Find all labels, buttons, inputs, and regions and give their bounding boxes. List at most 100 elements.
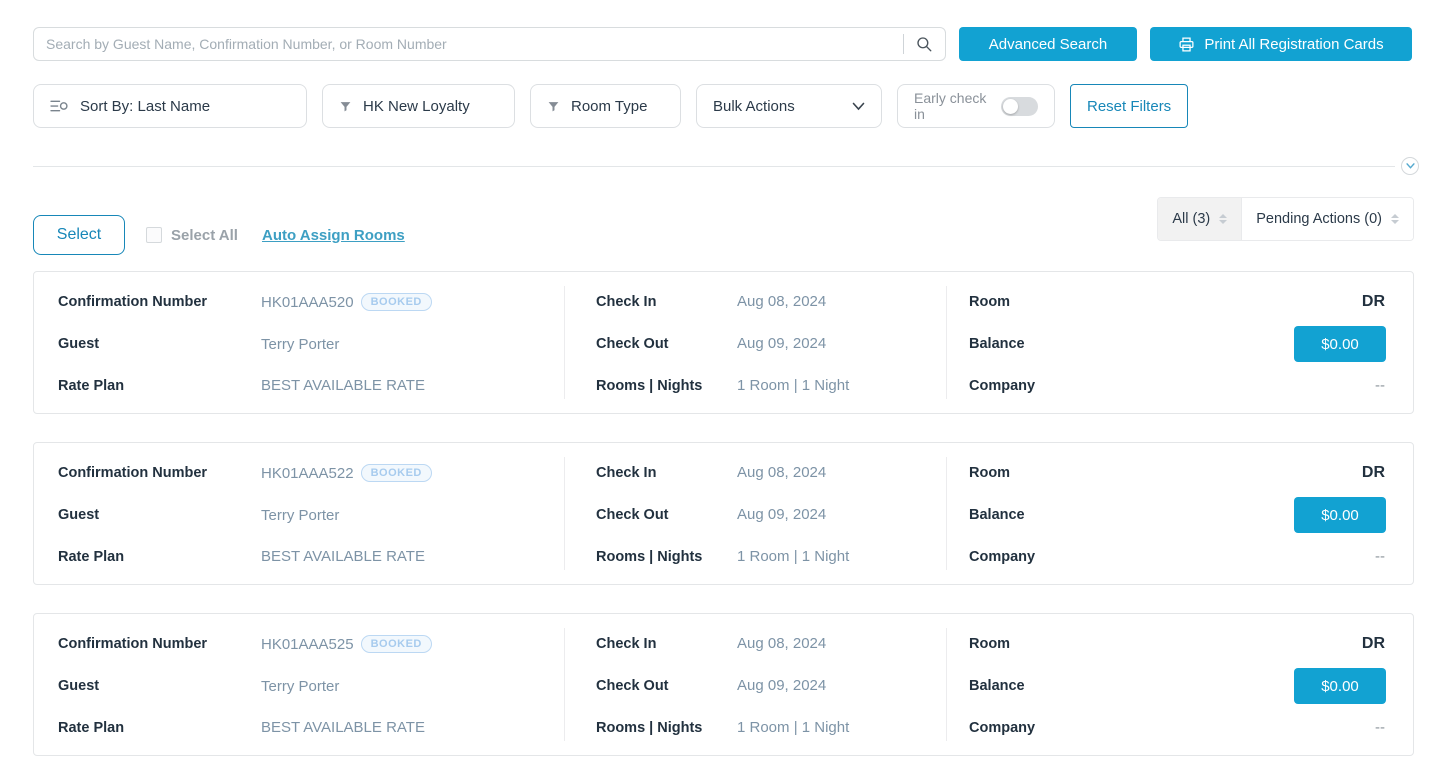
rooms-nights-label: Rooms | Nights — [596, 377, 703, 394]
check-in-label: Check In — [596, 293, 657, 310]
balance-button[interactable]: $0.00 — [1294, 668, 1386, 704]
check-out-label: Check Out — [596, 335, 669, 352]
check-in-value: Aug 08, 2024 — [737, 635, 827, 652]
print-all-label: Print All Registration Cards — [1204, 35, 1384, 53]
funnel-icon — [547, 100, 560, 113]
company-label: Company — [969, 377, 1036, 394]
guest-value: Terry Porter — [261, 677, 340, 695]
balance-button[interactable]: $0.00 — [1294, 326, 1386, 362]
check-in-value: Aug 08, 2024 — [737, 464, 827, 481]
rate-plan-value: BEST AVAILABLE RATE — [261, 719, 425, 736]
tab-pending-actions[interactable]: Pending Actions (0) — [1242, 198, 1413, 240]
room-value: DR — [1361, 293, 1385, 310]
bulk-actions-dropdown[interactable]: Bulk Actions — [696, 84, 882, 128]
sort-by-label: Sort By: Last Name — [80, 97, 211, 115]
card-column-divider — [564, 628, 565, 741]
room-label: Room — [969, 636, 1011, 652]
confirmation-number-label: Confirmation Number — [58, 465, 208, 481]
tab-pending-actions-label: Pending Actions (0) — [1256, 211, 1382, 227]
check-out-value: Aug 09, 2024 — [737, 677, 827, 694]
loyalty-filter-dropdown[interactable]: HK New Loyalty — [322, 84, 515, 128]
rate-plan-label: Rate Plan — [58, 548, 125, 565]
confirmation-number-value: HK01AAA525 — [261, 635, 354, 653]
reset-filters-button[interactable]: Reset Filters — [1070, 84, 1189, 128]
room-value: DR — [1361, 635, 1385, 652]
tab-all-label: All (3) — [1172, 211, 1211, 227]
list-header: Select Select All Auto Assign Rooms All … — [0, 167, 1445, 255]
reservation-list: Confirmation Number HK01AAA520 BOOKED Gu… — [0, 255, 1445, 756]
guest-value: Terry Porter — [261, 506, 340, 524]
room-label: Room — [969, 465, 1011, 481]
select-all-checkbox[interactable] — [146, 227, 162, 243]
confirmation-number-value: HK01AAA520 — [261, 293, 354, 311]
advanced-search-button[interactable]: Advanced Search — [959, 27, 1137, 61]
select-all-label: Select All — [171, 226, 238, 244]
reservation-card[interactable]: Confirmation Number HK01AAA525 BOOKED Gu… — [33, 613, 1414, 756]
balance-label: Balance — [969, 678, 1025, 694]
list-tabs: All (3) Pending Actions (0) — [1157, 197, 1414, 241]
card-column-divider — [946, 457, 947, 570]
company-label: Company — [969, 719, 1036, 736]
printer-icon — [1178, 36, 1195, 53]
top-bar: Advanced Search Print All Registration C… — [0, 0, 1445, 61]
auto-assign-rooms-link[interactable]: Auto Assign Rooms — [261, 226, 405, 244]
room-type-filter-dropdown[interactable]: Room Type — [530, 84, 681, 128]
select-button[interactable]: Select — [33, 215, 125, 255]
check-in-label: Check In — [596, 635, 657, 652]
search-input[interactable] — [46, 36, 903, 52]
reservation-card[interactable]: Confirmation Number HK01AAA520 BOOKED Gu… — [33, 271, 1414, 414]
confirmation-number-value: HK01AAA522 — [261, 464, 354, 482]
room-label: Room — [969, 294, 1011, 310]
sort-arrows-icon — [1391, 214, 1399, 224]
room-type-filter-label: Room Type — [571, 97, 648, 115]
sort-icon — [50, 99, 69, 114]
check-out-label: Check Out — [596, 506, 669, 523]
select-all-control[interactable]: Select All — [146, 227, 238, 244]
check-in-value: Aug 08, 2024 — [737, 293, 827, 310]
company-value: -- — [1375, 548, 1385, 565]
rate-plan-label: Rate Plan — [58, 377, 125, 394]
balance-button[interactable]: $0.00 — [1294, 497, 1386, 533]
reservation-card[interactable]: Confirmation Number HK01AAA522 BOOKED Gu… — [33, 442, 1414, 585]
company-value: -- — [1375, 719, 1385, 736]
rate-plan-value: BEST AVAILABLE RATE — [261, 377, 425, 394]
guest-value: Terry Porter — [261, 335, 340, 353]
status-badge: BOOKED — [360, 635, 432, 653]
status-badge: BOOKED — [360, 293, 432, 311]
tab-all[interactable]: All (3) — [1158, 198, 1243, 240]
check-in-label: Check In — [596, 464, 657, 481]
rooms-nights-label: Rooms | Nights — [596, 548, 703, 565]
card-column-divider — [946, 286, 947, 399]
bulk-actions-label: Bulk Actions — [713, 97, 795, 115]
search-box[interactable] — [33, 27, 946, 61]
room-value: DR — [1361, 464, 1385, 481]
rooms-nights-value: 1 Room | 1 Night — [737, 377, 850, 394]
funnel-icon — [339, 100, 352, 113]
collapse-filters-button[interactable] — [1401, 157, 1419, 175]
early-check-in-toggle[interactable] — [1001, 96, 1038, 116]
guest-label: Guest — [58, 507, 100, 523]
confirmation-number-label: Confirmation Number — [58, 636, 208, 652]
print-all-registration-cards-button[interactable]: Print All Registration Cards — [1150, 27, 1412, 61]
company-label: Company — [969, 548, 1036, 565]
search-icon[interactable] — [915, 35, 933, 53]
sort-by-dropdown[interactable]: Sort By: Last Name — [33, 84, 307, 128]
balance-label: Balance — [969, 507, 1025, 523]
card-column-divider — [946, 628, 947, 741]
card-column-divider — [564, 457, 565, 570]
rate-plan-label: Rate Plan — [58, 719, 125, 736]
chevron-down-icon — [852, 102, 865, 111]
check-out-value: Aug 09, 2024 — [737, 506, 827, 523]
rooms-nights-label: Rooms | Nights — [596, 719, 703, 736]
early-check-in-label: Early check in — [914, 90, 987, 122]
guest-label: Guest — [58, 336, 100, 352]
check-out-value: Aug 09, 2024 — [737, 335, 827, 352]
loyalty-filter-label: HK New Loyalty — [363, 97, 470, 115]
rooms-nights-value: 1 Room | 1 Night — [737, 719, 850, 736]
balance-label: Balance — [969, 336, 1025, 352]
card-column-divider — [564, 286, 565, 399]
check-out-label: Check Out — [596, 677, 669, 694]
confirmation-number-label: Confirmation Number — [58, 294, 208, 310]
rate-plan-value: BEST AVAILABLE RATE — [261, 548, 425, 565]
sort-arrows-icon — [1219, 214, 1228, 224]
